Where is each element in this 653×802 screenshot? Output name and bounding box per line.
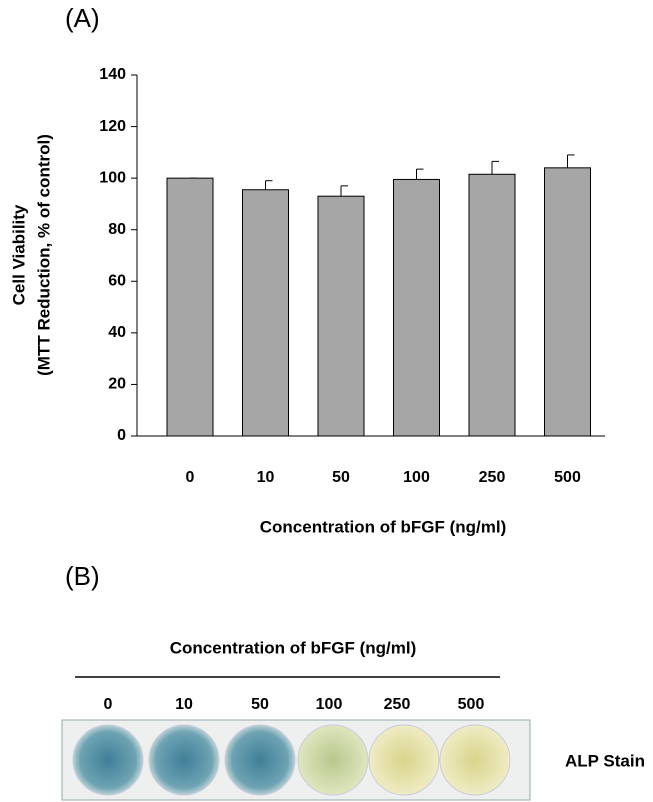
panel-label: (A) — [65, 3, 100, 33]
bar — [166, 177, 214, 437]
x-axis-label: Concentration of bFGF (ng/ml) — [260, 517, 506, 536]
well — [224, 724, 296, 796]
x-tick-label: 10 — [257, 469, 275, 486]
bar — [468, 173, 516, 437]
bar — [544, 167, 591, 437]
well — [439, 724, 511, 796]
y-tick-label: 80 — [108, 221, 126, 238]
x-tick-label: 50 — [332, 469, 350, 486]
bar — [393, 178, 440, 437]
bar — [317, 195, 365, 437]
y-axis-label: (MTT Reduction, % of control) — [34, 134, 53, 376]
concentration-label: 250 — [384, 696, 411, 713]
well — [368, 724, 440, 796]
y-axis-label: Cell Viability — [9, 204, 28, 305]
y-tick-label: 20 — [108, 376, 126, 393]
bar — [242, 189, 289, 437]
x-tick-label: 100 — [403, 469, 430, 486]
panel-label: (B) — [65, 561, 100, 591]
y-tick-label: 120 — [99, 118, 126, 135]
y-tick-label: 140 — [99, 66, 126, 83]
x-tick-label: 250 — [479, 469, 506, 486]
row-label: ALP Stain — [565, 751, 645, 770]
y-tick-label: 60 — [108, 273, 126, 290]
x-tick-label: 500 — [554, 469, 581, 486]
well — [148, 724, 220, 796]
wells — [72, 724, 511, 796]
concentration-label: 0 — [104, 696, 113, 713]
x-tick-label: 0 — [186, 469, 195, 486]
concentration-label: 10 — [175, 696, 193, 713]
concentration-label: 500 — [458, 696, 485, 713]
y-tick-label: 40 — [108, 324, 126, 341]
concentration-label: 50 — [251, 696, 269, 713]
plate-title: Concentration of bFGF (ng/ml) — [170, 638, 416, 657]
well — [72, 724, 144, 796]
y-tick-label: 100 — [99, 169, 126, 186]
concentration-label: 100 — [316, 696, 343, 713]
well — [297, 724, 369, 796]
y-tick-label: 0 — [117, 427, 126, 444]
